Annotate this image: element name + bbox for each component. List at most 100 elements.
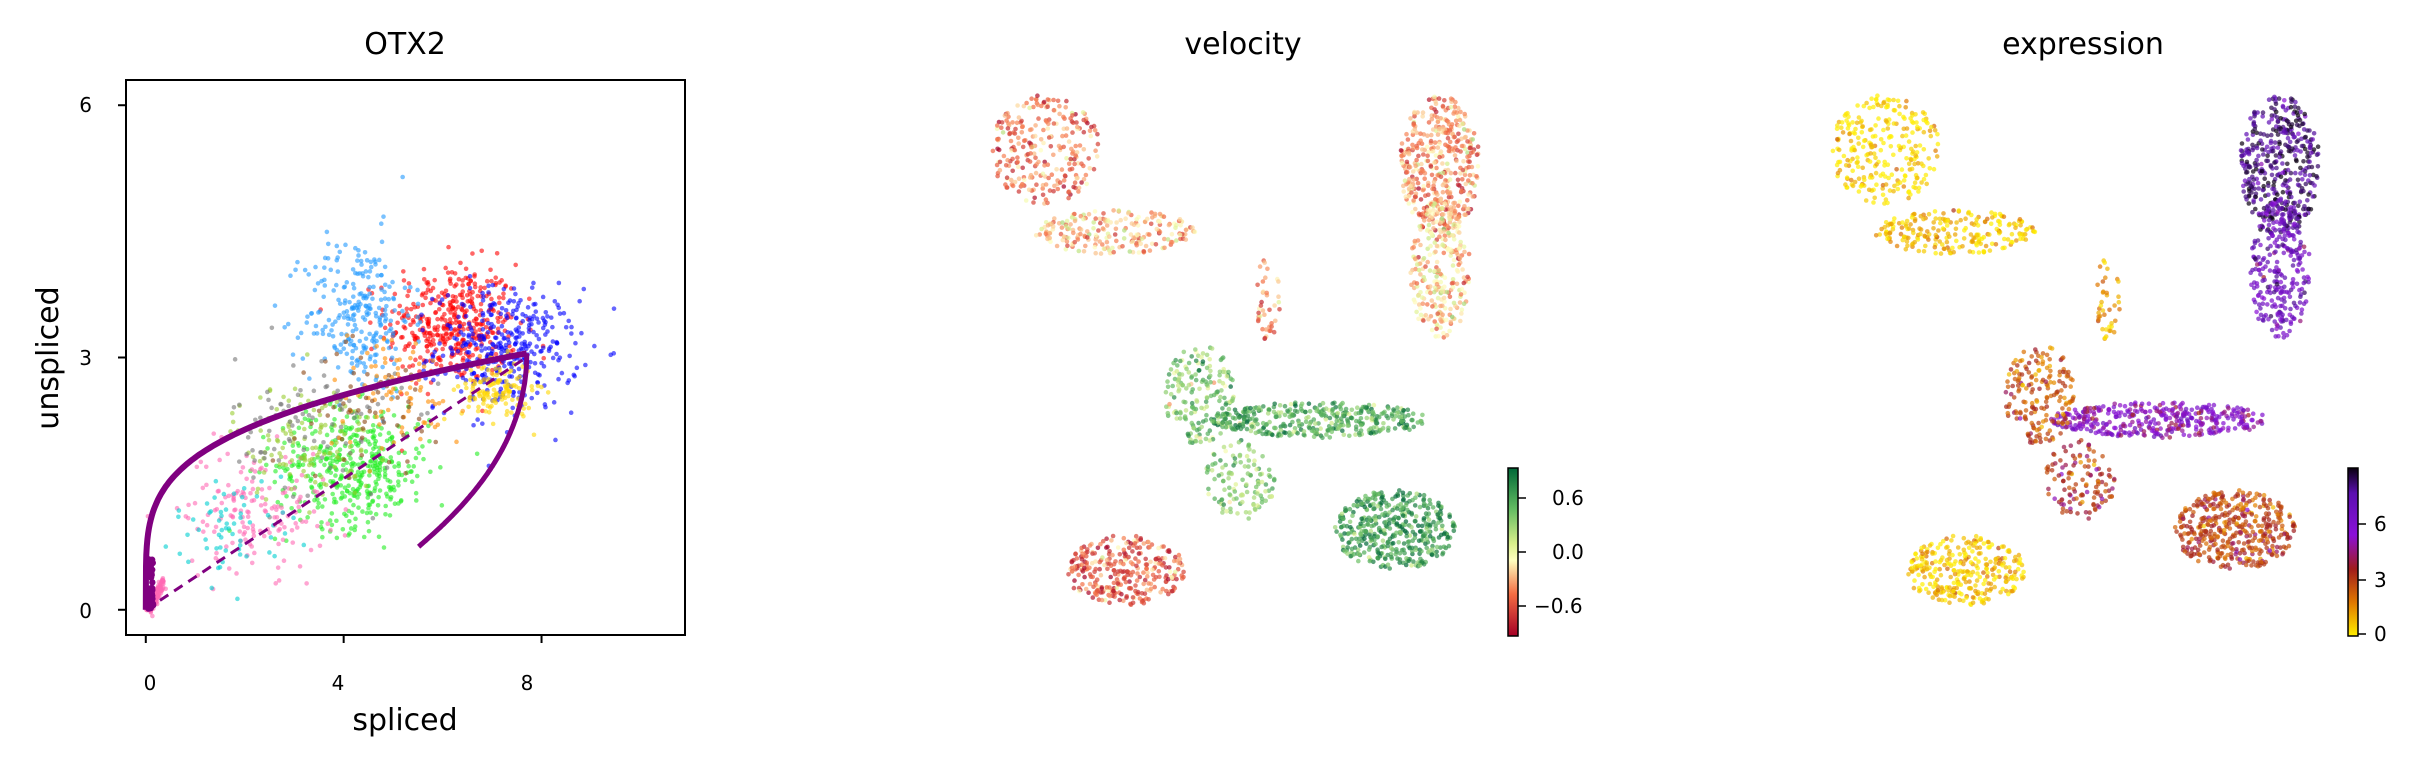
data-point <box>422 420 428 426</box>
embedding-point <box>1095 545 1101 551</box>
embedding-point <box>1364 415 1370 421</box>
embedding-point <box>1338 524 1344 530</box>
embedding-point <box>1230 396 1236 401</box>
embedding-point <box>1180 382 1186 388</box>
embedding-point <box>1236 439 1242 445</box>
embedding-point <box>1358 423 1364 428</box>
fit-point <box>149 579 156 586</box>
embedding-point <box>1263 275 1268 281</box>
embedding-point <box>1447 144 1452 150</box>
embedding-point <box>1395 405 1400 411</box>
data-point <box>344 280 350 285</box>
embedding-point <box>1462 111 1467 117</box>
embedding-point <box>1356 551 1362 557</box>
embedding-point <box>1362 528 1367 534</box>
data-point <box>342 485 348 490</box>
data-point <box>226 566 232 571</box>
embedding-point <box>1144 587 1150 593</box>
embedding-point <box>1200 419 1206 424</box>
embedding-point <box>1292 426 1298 431</box>
data-point <box>342 511 347 517</box>
embedding-point <box>1262 335 1268 341</box>
embedding-point <box>1093 559 1098 564</box>
embedding-point <box>1407 164 1413 170</box>
embedding-point <box>1345 417 1350 422</box>
embedding-point <box>1012 147 1018 153</box>
embedding-point <box>1439 289 1445 294</box>
embedding-point <box>1211 452 1217 457</box>
data-point <box>335 269 341 274</box>
embedding-point <box>1428 164 1434 169</box>
embedding-point <box>1040 171 1046 177</box>
embedding-point <box>1426 316 1431 322</box>
embedding-point <box>1371 506 1376 512</box>
embedding-point <box>1098 572 1104 578</box>
embedding-point <box>1376 414 1382 420</box>
data-point <box>320 534 325 540</box>
data-point <box>403 471 408 476</box>
embedding-point <box>1141 541 1147 546</box>
data-point <box>209 585 215 591</box>
data-point <box>250 486 256 492</box>
embedding-point <box>1456 131 1461 137</box>
data-point <box>255 486 261 492</box>
embedding-point <box>1142 577 1148 583</box>
embedding-point <box>1057 111 1062 117</box>
embedding-point <box>1267 307 1272 313</box>
embedding-point <box>1147 545 1152 550</box>
embedding-point <box>1075 124 1080 130</box>
embedding-point <box>1160 563 1165 568</box>
embedding-point <box>1219 388 1224 393</box>
embedding-point <box>1246 464 1251 469</box>
embedding-point <box>1410 169 1416 174</box>
embedding-point <box>1085 549 1090 555</box>
embedding-point <box>1285 408 1290 414</box>
data-point <box>306 412 312 418</box>
data-point <box>534 316 540 321</box>
embedding-point <box>1015 155 1020 160</box>
embedding-point <box>1467 159 1472 164</box>
embedding-point <box>1075 161 1081 166</box>
embedding-point <box>1096 228 1101 233</box>
embedding-point <box>1005 126 1011 131</box>
data-point <box>361 534 367 540</box>
data-point <box>468 292 473 297</box>
embedding-point <box>1207 373 1213 379</box>
embedding-point <box>1441 250 1447 256</box>
embedding-point <box>1434 165 1439 171</box>
embedding-point <box>1338 532 1343 538</box>
x-tick-label: 8 <box>521 671 534 695</box>
data-point <box>333 473 338 478</box>
data-point <box>223 525 229 531</box>
data-point <box>211 529 217 534</box>
embedding-point <box>1253 484 1259 490</box>
data-point <box>441 339 447 345</box>
data-point <box>267 530 272 536</box>
embedding-point <box>1401 183 1406 189</box>
embedding-point <box>1458 165 1463 171</box>
data-point <box>355 308 361 313</box>
data-point <box>508 330 514 336</box>
embedding-point <box>1451 222 1456 228</box>
data-point <box>361 345 367 351</box>
data-point <box>282 524 287 530</box>
embedding-point <box>1366 555 1372 560</box>
data-point <box>341 285 347 290</box>
data-point <box>486 283 491 289</box>
embedding-point <box>1146 539 1151 545</box>
data-point <box>310 451 316 457</box>
embedding-point <box>1393 494 1398 499</box>
data-point <box>566 318 572 324</box>
embedding-point <box>1130 239 1135 245</box>
data-point <box>327 518 333 523</box>
embedding-point <box>1074 120 1079 125</box>
embedding-point <box>1092 244 1098 250</box>
embedding-point <box>1157 574 1162 580</box>
embedding-point <box>1430 148 1436 154</box>
data-point <box>204 501 210 506</box>
embedding-point <box>1432 268 1437 274</box>
data-point <box>302 416 308 422</box>
embedding-point <box>1065 243 1070 249</box>
embedding-point <box>1104 557 1110 563</box>
embedding-point <box>1263 431 1269 437</box>
